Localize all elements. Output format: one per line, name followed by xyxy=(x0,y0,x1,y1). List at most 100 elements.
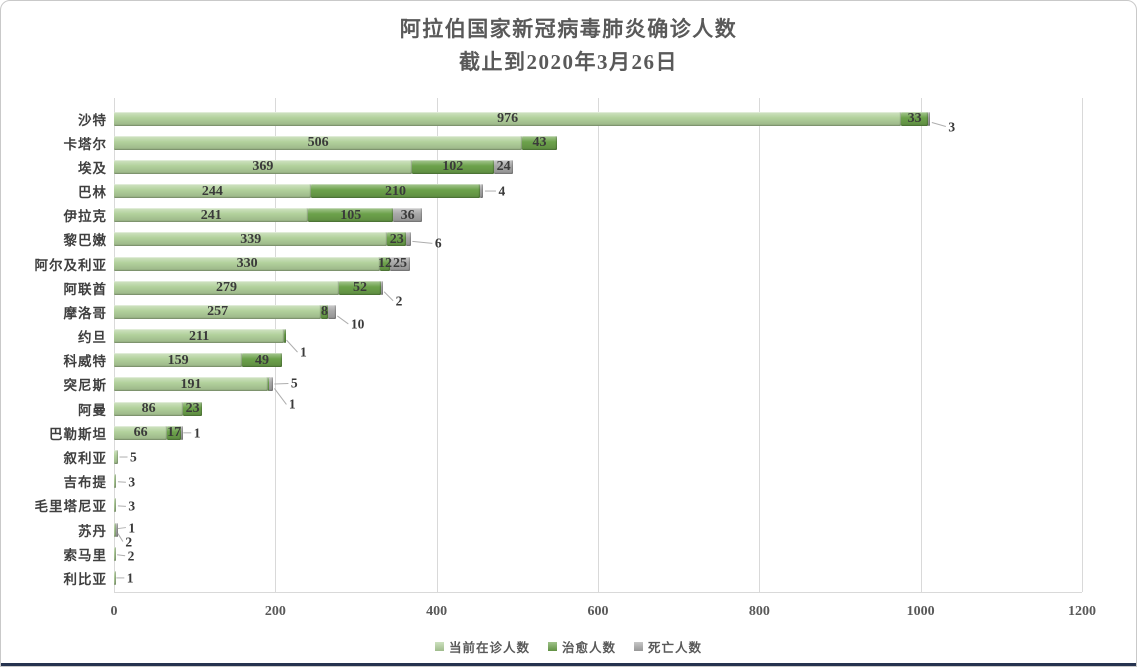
category-label-18: 苏丹 xyxy=(78,523,107,539)
callout-label-cured: 1 xyxy=(288,396,296,412)
bar-value-label: 211 xyxy=(188,328,210,344)
bar-value-label: 257 xyxy=(207,304,229,320)
bar-segment-cured xyxy=(522,135,557,150)
bar-segment-active xyxy=(114,546,116,561)
bar-segment-active xyxy=(114,353,243,368)
leader-line xyxy=(117,527,126,530)
leader-line xyxy=(117,554,126,557)
chart-title: 阿拉伯国家新冠病毒肺炎确诊人数 xyxy=(399,17,738,41)
gridline xyxy=(1082,98,1083,592)
bar-segment-active xyxy=(114,232,388,247)
x-axis-tick-label: 200 xyxy=(264,604,286,619)
bar-segment-death xyxy=(268,377,273,392)
x-axis-tick-label: 800 xyxy=(748,604,770,619)
bar-value-label: 23 xyxy=(389,231,404,247)
callout-label-death: 1 xyxy=(128,519,136,535)
callout-label-death: 10 xyxy=(350,316,365,332)
category-label-1: 沙特 xyxy=(78,112,107,128)
bar-value-label: 976 xyxy=(497,111,519,126)
callout-label-death: 1 xyxy=(193,425,201,441)
category-label-12: 突尼斯 xyxy=(63,378,107,394)
bar-value-label: 105 xyxy=(340,207,362,223)
bottom-accent-bar xyxy=(1,663,1136,666)
legend-item: 死亡人数 xyxy=(634,637,702,656)
legend-swatch xyxy=(547,642,557,651)
gridline xyxy=(114,98,115,592)
bar-segment-cured xyxy=(183,401,202,416)
bar-segment-death xyxy=(381,280,383,295)
chart-subtitle: 截止到2020年3月26日 xyxy=(459,50,678,74)
callout-label-death: 4 xyxy=(498,183,506,199)
legend: 当前在诊人数 治愈人数 死亡人数 xyxy=(1,637,1136,656)
bar-segment-active xyxy=(114,450,119,465)
legend-item: 治愈人数 xyxy=(547,637,616,656)
leader-line xyxy=(931,122,946,127)
bar-segment-active xyxy=(114,401,184,416)
bar-segment-cured xyxy=(321,304,328,319)
legend-item: 当前在诊人数 xyxy=(434,637,530,656)
bar-segment-active xyxy=(114,570,116,585)
bar-value-label: 102 xyxy=(442,159,464,175)
bar-value-label: 339 xyxy=(240,231,262,247)
x-axis-tick-label: 1000 xyxy=(906,604,935,619)
bar-value-label: 36 xyxy=(400,207,415,223)
bar-segment-cured xyxy=(310,184,481,199)
bar-segment-cured xyxy=(339,280,381,295)
callout-label-death: 3 xyxy=(948,118,956,134)
leader-line xyxy=(383,291,394,302)
bar-segment-active xyxy=(114,377,269,392)
bar-segment-active xyxy=(114,498,117,513)
gridline xyxy=(759,98,761,592)
gridline xyxy=(920,98,922,592)
bar-segment-cured xyxy=(411,159,494,174)
bar-value-label: 25 xyxy=(392,256,407,272)
bar-segment-death xyxy=(480,184,484,199)
bar-value-label: 86 xyxy=(141,401,156,417)
bar-value-label: 43 xyxy=(532,135,547,151)
bar-segment-death xyxy=(327,304,336,319)
category-label-10: 约旦 xyxy=(78,330,107,346)
bar-segment-active xyxy=(114,208,309,223)
x-axis-tick-label: 1200 xyxy=(1068,604,1096,619)
category-label-15: 叙利亚 xyxy=(63,451,107,467)
category-label-3: 埃及 xyxy=(78,160,107,176)
bar-segment-active xyxy=(114,159,412,174)
gridline xyxy=(436,98,438,592)
bar-segment-death xyxy=(406,232,411,247)
category-label-13: 阿曼 xyxy=(78,402,107,418)
category-label-8: 阿联酋 xyxy=(63,281,107,297)
bar-segment-active xyxy=(114,329,285,344)
bar-segment-death xyxy=(180,425,183,440)
leader-line xyxy=(117,505,126,507)
bar-value-label: 210 xyxy=(385,183,407,199)
callout-label-active: 3 xyxy=(128,474,136,490)
bar-value-label: 279 xyxy=(216,280,238,296)
bar-segment-active xyxy=(114,474,117,489)
bar-segment-cured xyxy=(167,425,181,440)
bar-value-label: 159 xyxy=(167,352,189,368)
category-label-20: 利比亚 xyxy=(63,571,107,587)
category-label-16: 吉布提 xyxy=(63,475,107,491)
x-axis-tick-label: 600 xyxy=(587,604,609,619)
bar-segment-active xyxy=(114,135,523,150)
gridline xyxy=(275,98,277,592)
bar-segment-cured xyxy=(242,353,282,368)
bar-segment-active xyxy=(114,184,311,199)
category-label-7: 阿尔及利亚 xyxy=(34,257,107,273)
bar-segment-active xyxy=(114,280,340,295)
callout-label-active: 2 xyxy=(127,547,135,563)
callout-label-death: 6 xyxy=(434,235,442,251)
category-label-4: 巴林 xyxy=(78,185,107,201)
bar-value-label: 52 xyxy=(353,280,368,296)
callout-label-death: 2 xyxy=(395,293,403,308)
bar-segment-death xyxy=(493,159,514,174)
category-label-19: 索马里 xyxy=(63,547,107,563)
callout-label-death: 5 xyxy=(290,375,298,391)
bar-value-label: 369 xyxy=(252,159,274,175)
category-label-9: 摩洛哥 xyxy=(63,305,107,321)
category-label-17: 毛里塔尼亚 xyxy=(34,499,107,515)
leader-line xyxy=(286,339,298,353)
callout-label-active: 5 xyxy=(130,449,137,465)
leader-line xyxy=(337,315,349,325)
legend-swatch xyxy=(434,642,444,651)
